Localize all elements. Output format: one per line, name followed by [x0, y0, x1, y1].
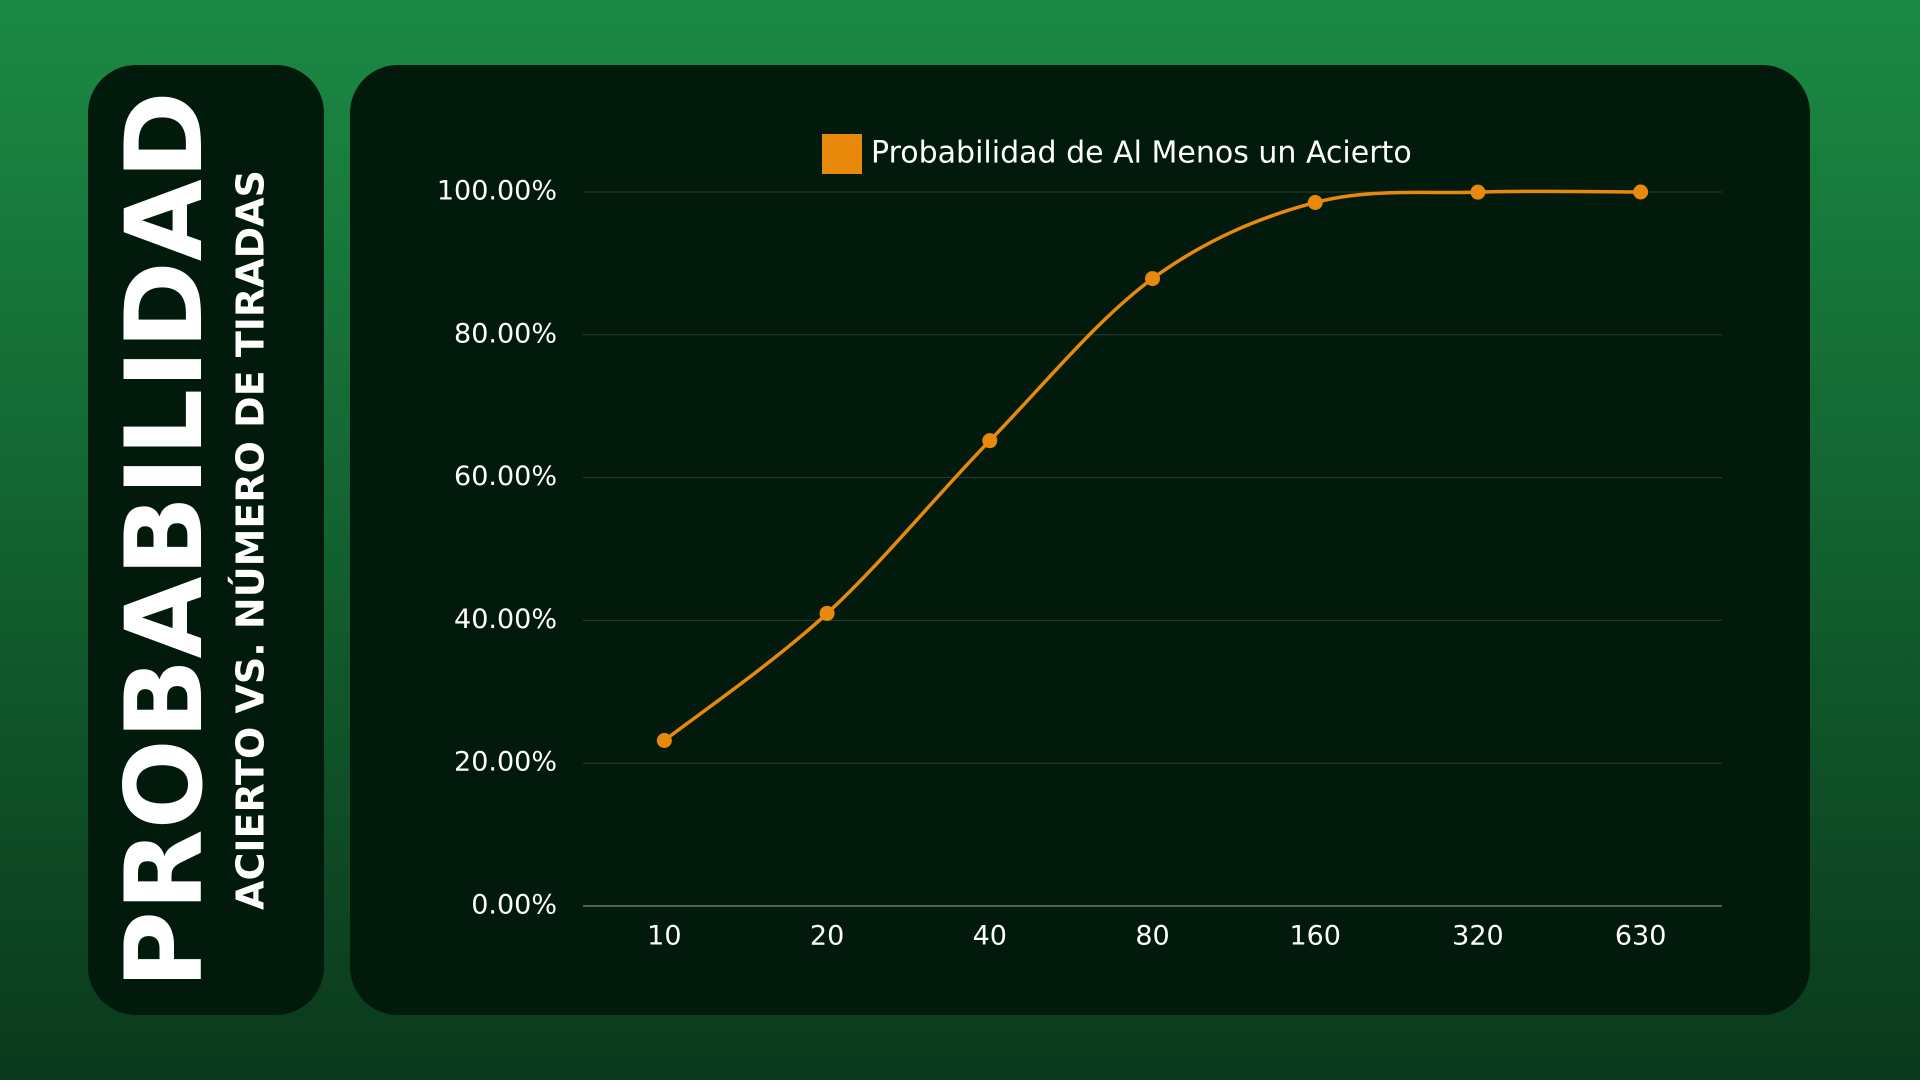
- data-point: [982, 433, 998, 449]
- chart-subtitle: ACIERTO VS. NÚMERO DE TIRADAS: [229, 170, 273, 910]
- x-tick-label: 630: [1615, 921, 1667, 952]
- data-point: [656, 732, 672, 748]
- legend-swatch: [822, 134, 862, 174]
- data-point: [819, 605, 835, 621]
- x-tick-label: 80: [1135, 921, 1169, 952]
- y-tick-label: 100.00%: [437, 176, 557, 207]
- x-tick-label: 10: [647, 921, 681, 952]
- x-tick-label: 20: [810, 921, 844, 952]
- y-tick-label: 0.00%: [471, 890, 557, 921]
- y-tick-label: 20.00%: [454, 747, 557, 778]
- data-point: [1470, 184, 1486, 200]
- legend-label: Probabilidad de Al Menos un Acierto: [871, 136, 1412, 171]
- x-tick-label: 320: [1452, 921, 1504, 952]
- x-tick-label: 160: [1289, 921, 1341, 952]
- data-point: [1307, 194, 1323, 210]
- title-panel: [88, 65, 324, 1015]
- x-tick-label: 40: [973, 921, 1007, 952]
- chart-panel: [350, 65, 1810, 1015]
- data-point: [1633, 184, 1649, 200]
- y-tick-label: 80.00%: [454, 318, 557, 349]
- data-point: [1145, 271, 1160, 287]
- chart-title: PROBABILIDAD: [103, 91, 226, 988]
- y-tick-label: 40.00%: [454, 604, 557, 635]
- y-tick-label: 60.00%: [454, 461, 557, 492]
